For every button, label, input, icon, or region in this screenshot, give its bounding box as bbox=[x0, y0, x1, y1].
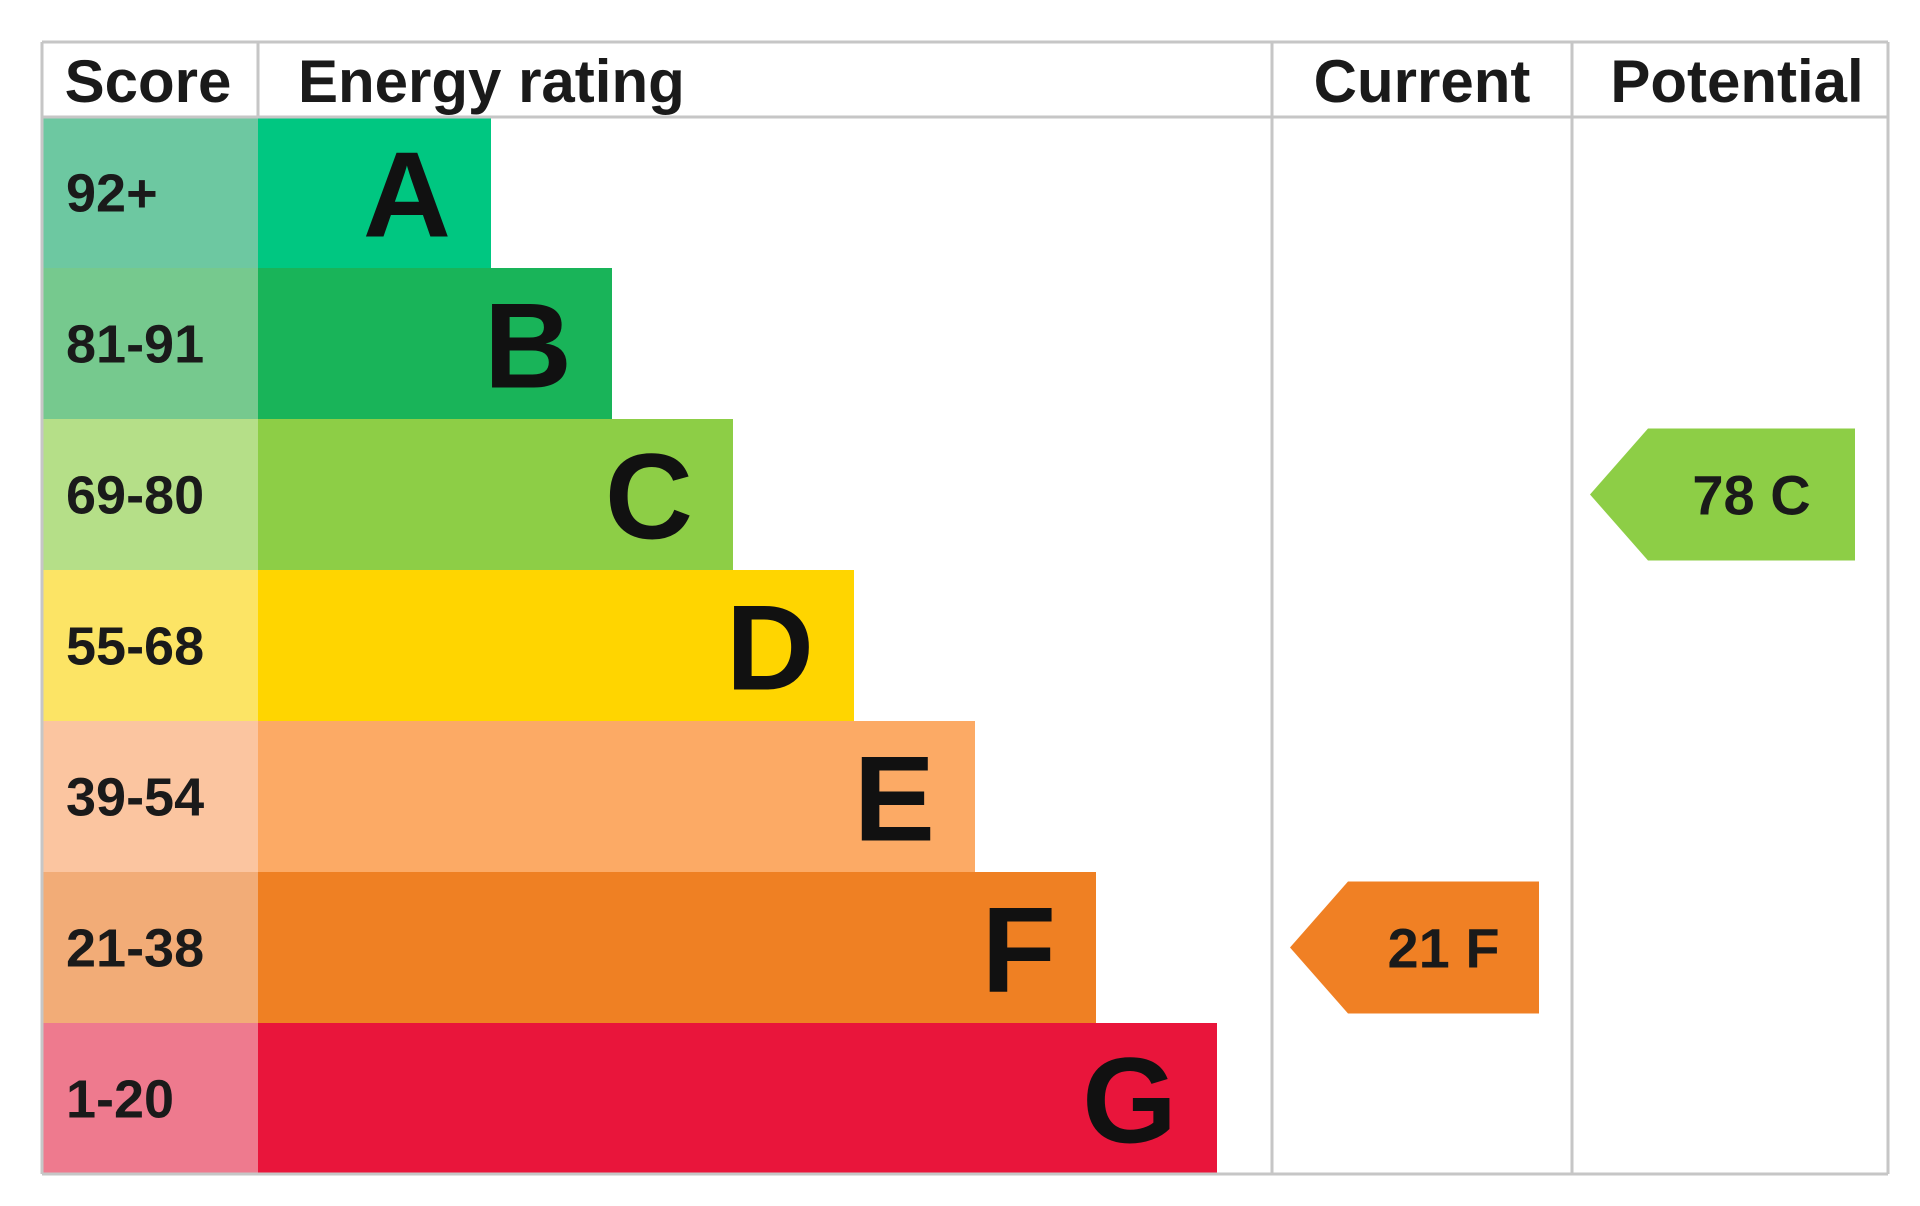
energy-rating-column-header: Energy rating bbox=[298, 48, 685, 115]
score-label-a: 92+ bbox=[66, 164, 158, 224]
potential-column-header: Potential bbox=[1610, 48, 1863, 115]
current-column-header: Current bbox=[1314, 48, 1531, 115]
current-rating-arrow-label: 21 F bbox=[1387, 917, 1499, 980]
band-letter-a: A bbox=[363, 127, 451, 263]
band-letter-f: F bbox=[981, 882, 1056, 1018]
score-label-g: 1-20 bbox=[66, 1070, 174, 1130]
rating-arrows: 21 F 78 C bbox=[1290, 428, 1855, 1014]
band-letter-d: D bbox=[726, 580, 814, 716]
band-bar-d bbox=[258, 570, 854, 721]
score-label-c: 69-80 bbox=[66, 466, 204, 526]
band-letter-g: G bbox=[1082, 1033, 1177, 1169]
score-cell-d bbox=[42, 570, 258, 721]
rating-bands: 92+ A 81-91 B 69-80 C 55-68 D 39-54 E 21-38 F 1-20 G bbox=[42, 117, 1217, 1174]
potential-rating-arrow bbox=[1590, 428, 1855, 561]
band-letter-e: E bbox=[854, 731, 935, 867]
score-column-header: Score bbox=[65, 48, 232, 115]
band-bar-g bbox=[258, 1023, 1217, 1174]
score-cell-g bbox=[42, 1023, 258, 1174]
current-rating-arrow bbox=[1290, 881, 1539, 1014]
band-letter-c: C bbox=[605, 429, 693, 565]
potential-rating-arrow-label: 78 C bbox=[1692, 464, 1810, 527]
score-label-f: 21-38 bbox=[66, 919, 204, 979]
band-bar-c bbox=[258, 419, 733, 570]
band-bar-e bbox=[258, 721, 975, 872]
band-bar-f bbox=[258, 872, 1096, 1023]
score-label-d: 55-68 bbox=[66, 617, 204, 677]
score-cell-a bbox=[42, 117, 258, 268]
score-cell-b bbox=[42, 268, 258, 419]
score-label-e: 39-54 bbox=[66, 768, 204, 828]
table-grid bbox=[40, 40, 1890, 1176]
score-cell-e bbox=[42, 721, 258, 872]
score-cell-c bbox=[42, 419, 258, 570]
band-bar-b bbox=[258, 268, 612, 419]
band-bar-a bbox=[258, 117, 491, 268]
score-label-b: 81-91 bbox=[66, 315, 204, 375]
band-letter-b: B bbox=[484, 278, 572, 414]
score-cell-f bbox=[42, 872, 258, 1023]
